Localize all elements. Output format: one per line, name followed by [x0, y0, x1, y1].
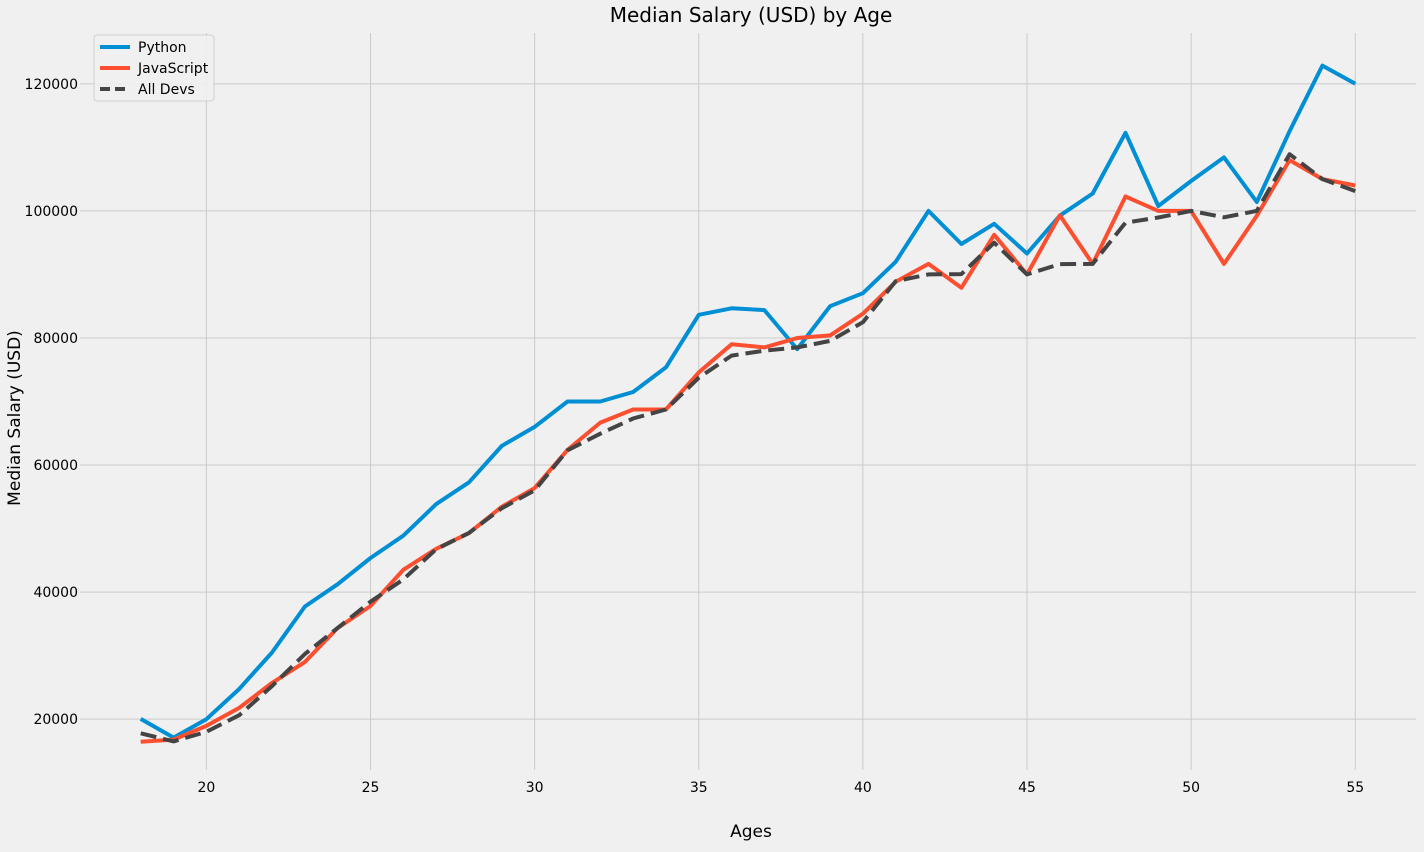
x-tick-label: 45 — [1018, 780, 1036, 796]
y-tick-label: 20000 — [33, 712, 78, 728]
tick-layer: 20 25 30 35 40 45 50 55 20000 40000 60000 80000 1000… — [25, 77, 1365, 796]
chart-title: Median Salary (USD) by Age — [610, 3, 893, 27]
x-tick-label: 20 — [197, 780, 215, 796]
legend: Python JavaScript All Devs — [93, 34, 215, 102]
y-axis-label: Median Salary (USD) — [5, 330, 25, 506]
x-tick-label: 55 — [1346, 780, 1364, 796]
y-tick-label: 120000 — [25, 77, 78, 93]
x-tick-label: 50 — [1182, 780, 1200, 796]
y-tick-label: 40000 — [33, 585, 78, 601]
legend-label-python: Python — [138, 40, 187, 56]
legend-box — [93, 34, 215, 102]
y-tick-label: 100000 — [25, 204, 78, 220]
x-tick-label: 35 — [690, 780, 708, 796]
y-tick-label: 80000 — [33, 331, 78, 347]
x-tick-label: 40 — [854, 780, 872, 796]
x-tick-label: 25 — [362, 780, 380, 796]
series-line-python — [139, 63, 1357, 740]
grid-layer — [80, 33, 1416, 770]
series-layer — [139, 63, 1357, 744]
legend-label-javascript: JavaScript — [137, 61, 209, 77]
series-line-all-devs — [140, 152, 1356, 744]
legend-label-all-devs: All Devs — [138, 82, 195, 98]
x-tick-label: 30 — [526, 780, 544, 796]
x-axis-label: Ages — [730, 822, 772, 842]
y-tick-label: 60000 — [33, 458, 78, 474]
